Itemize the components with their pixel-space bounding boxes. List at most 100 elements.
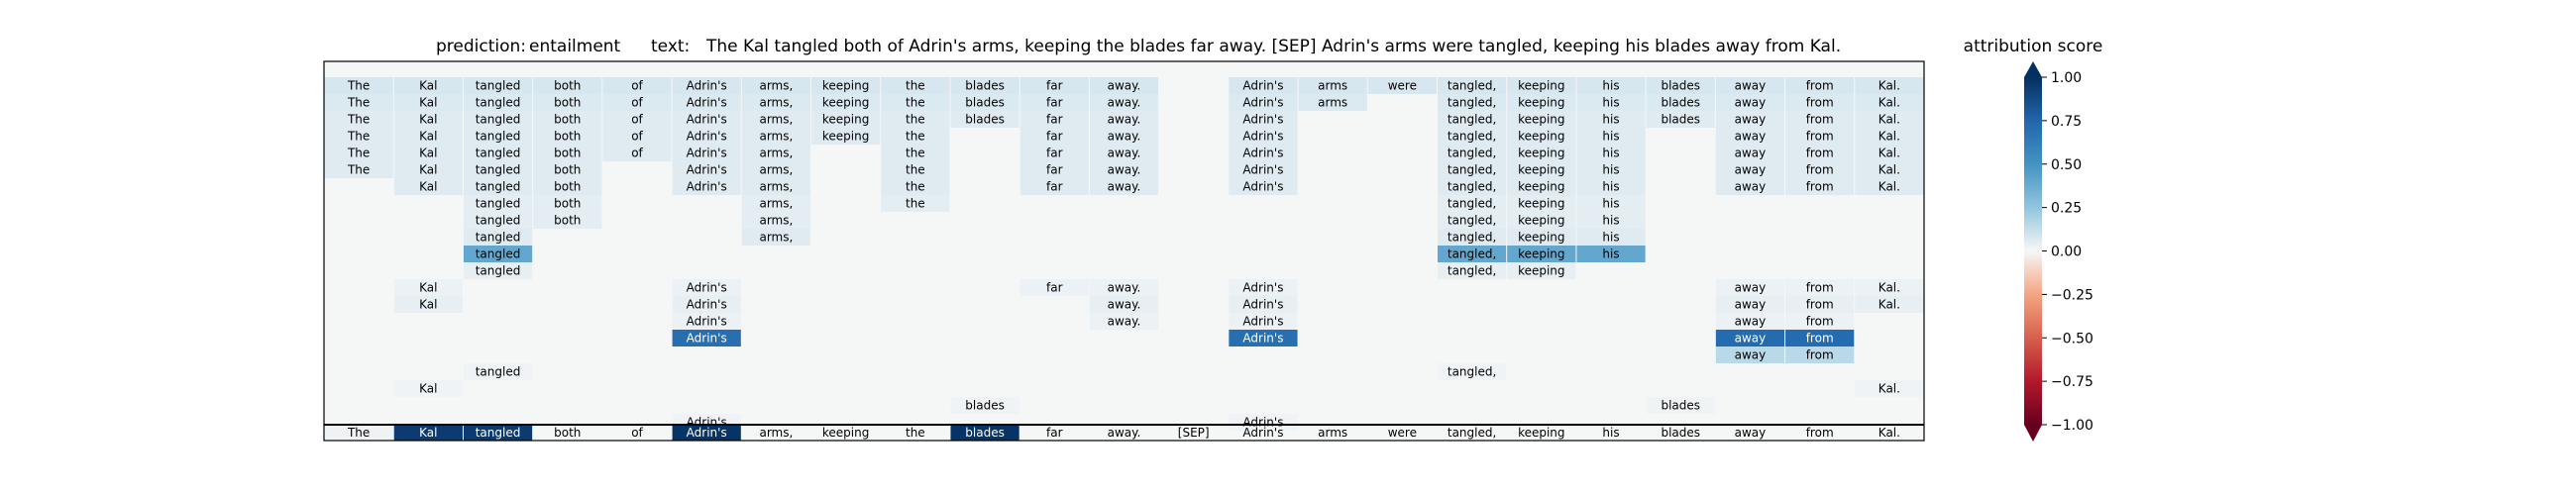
attribution-row-cell-bg: [1437, 229, 1507, 246]
colorbar-extend-top: [2024, 61, 2042, 77]
attribution-row-token: Kal.: [1878, 281, 1900, 295]
attribution-row-token: tangled: [476, 248, 521, 261]
attribution-row-cell-bg: [463, 262, 533, 279]
attribution-row-token: keeping: [1518, 264, 1564, 278]
attribution-row-token: both: [554, 214, 581, 228]
attribution-row-cell-bg: [741, 145, 811, 161]
attribution-row-cell-bg: [324, 77, 393, 94]
attribution-row-token: from: [1806, 281, 1834, 295]
attribution-row-token: arms,: [759, 180, 793, 194]
attribution-row-cell-bg: [533, 77, 602, 94]
token-axis-token: [SEP]: [1178, 426, 1210, 440]
attribution-row-cell-bg: [1020, 77, 1089, 94]
attribution-row-cell-bg: [950, 397, 1020, 414]
attribution-row-token: The: [347, 113, 370, 127]
attribution-row-cell-bg: [1576, 77, 1646, 94]
attribution-row-token: his: [1602, 147, 1619, 160]
token-axis-token: keeping: [1518, 426, 1564, 440]
attribution-row-token: from: [1806, 147, 1834, 160]
attribution-row-cell-bg: [1785, 346, 1855, 363]
attribution-row-cell-bg: [393, 161, 463, 178]
attribution-row-cell-bg: [1785, 94, 1855, 111]
attribution-row-cell-bg: [463, 212, 533, 229]
attribution-row-cell-bg: [672, 111, 741, 128]
attribution-row-cell-bg: [1507, 128, 1576, 145]
attribution-row-token: tangled,: [1448, 147, 1496, 160]
attribution-row-cell-bg: [1576, 111, 1646, 128]
attribution-row-token: of: [631, 113, 643, 127]
token-axis-token: keeping: [822, 426, 869, 440]
attribution-row-cell-bg: [602, 77, 672, 94]
token-axis-token: both: [554, 426, 581, 440]
attribution-row-token: tangled: [476, 231, 521, 245]
attribution-row-token: arms,: [759, 113, 793, 127]
attribution-row-token: Kal: [419, 113, 437, 127]
attribution-row-cell-bg: [950, 94, 1020, 111]
attribution-row-cell-bg: [1229, 77, 1298, 94]
attribution-row-token: his: [1602, 248, 1619, 261]
attribution-row-token: of: [631, 147, 643, 160]
attribution-row-token: his: [1602, 113, 1619, 127]
attribution-row-cell-bg: [463, 161, 533, 178]
attribution-row-cell-bg: [1020, 178, 1089, 195]
attribution-row-cell-bg: [881, 178, 950, 195]
attribution-row-cell-bg: [1855, 161, 1924, 178]
attribution-row-token: the: [906, 163, 925, 177]
attribution-row-token: Adrin's: [687, 147, 727, 160]
attribution-row-token: Kal.: [1878, 180, 1900, 194]
attribution-row-token: both: [554, 197, 581, 211]
attribution-row-cell-bg: [1715, 111, 1785, 128]
attribution-row-token: Kal: [419, 79, 437, 93]
attribution-row-token: blades: [965, 399, 1005, 413]
attribution-row-cell-bg: [741, 77, 811, 94]
attribution-row-cell-bg: [463, 195, 533, 212]
attribution-row-cell-bg: [1229, 313, 1298, 330]
attribution-row-cell-bg: [1715, 279, 1785, 296]
attribution-row-cell-bg: [1785, 111, 1855, 128]
attribution-row-cell-bg: [1715, 313, 1785, 330]
colorbar-tick-label: 0.25: [2051, 201, 2082, 217]
attribution-row-cell-bg: [811, 77, 881, 94]
attribution-row-token: Kal: [419, 96, 437, 110]
attribution-row-token: away: [1735, 79, 1767, 93]
attribution-row-cell-bg: [811, 128, 881, 145]
attribution-row-token: tangled,: [1448, 264, 1496, 278]
attribution-row-token: from: [1806, 130, 1834, 144]
attribution-row-cell-bg: [1229, 128, 1298, 145]
heatmap-cells: The Kal tangled both of Adrin's arms, keeping th…: [324, 77, 1924, 431]
attribution-row-cell-bg: [1785, 145, 1855, 161]
attribution-row-token: the: [906, 197, 925, 211]
attribution-row-token: keeping: [1518, 231, 1564, 245]
attribution-row-cell-bg: [1855, 128, 1924, 145]
attribution-row-cell-bg: [463, 128, 533, 145]
token-axis-token: away.: [1108, 426, 1141, 440]
attribution-row-cell-bg: [1646, 94, 1715, 111]
attribution-row-cell-bg: [1229, 111, 1298, 128]
attribution-row-cell-bg: [1646, 77, 1715, 94]
attribution-row-token: The: [347, 96, 370, 110]
token-axis-cell-bg: [950, 425, 1020, 441]
attribution-row-token: keeping: [1518, 130, 1564, 144]
attribution-row-cell-bg: [741, 178, 811, 195]
attribution-row-cell-bg: [1507, 161, 1576, 178]
attribution-row-cell-bg: [1715, 161, 1785, 178]
attribution-row-token: tangled: [476, 147, 521, 160]
attribution-row-token: away.: [1108, 281, 1141, 295]
attribution-row-token: from: [1806, 96, 1834, 110]
attribution-row-token: tangled,: [1448, 231, 1496, 245]
attribution-row-token: away: [1735, 332, 1767, 346]
attribution-row-token: far: [1046, 130, 1063, 144]
attribution-row-token: his: [1602, 231, 1619, 245]
token-axis-token: far: [1046, 426, 1063, 440]
attribution-row-token: away.: [1108, 163, 1141, 177]
attribution-row-token: tangled: [476, 79, 521, 93]
attribution-row-token: keeping: [1518, 214, 1564, 228]
attribution-row-cell-bg: [602, 94, 672, 111]
attribution-row-cell-bg: [881, 94, 950, 111]
attribution-row-cell-bg: [1437, 178, 1507, 195]
attribution-row-cell-bg: [1507, 262, 1576, 279]
attribution-row-cell-bg: [1089, 178, 1159, 195]
attribution-row-token: Adrin's: [1242, 180, 1283, 194]
colorbar: attribution score 1.00 0.75 0.50 0.25 0.00 −0…: [1964, 37, 2102, 442]
attribution-row-token: both: [554, 96, 581, 110]
